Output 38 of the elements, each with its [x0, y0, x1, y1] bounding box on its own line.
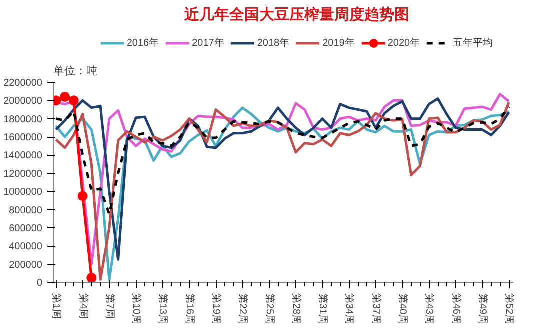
y-tick-label: 1200000 [4, 168, 43, 180]
y-tick-label: 1000000 [4, 187, 43, 198]
legend-label: 2016年 [126, 37, 160, 50]
x-tick-label: 第22周 [237, 294, 250, 325]
y-tick-label: 200000 [9, 260, 43, 271]
x-tick-label: 第10周 [130, 294, 143, 325]
legend-label: 五年平均 [453, 37, 494, 50]
legend-label: 2017年 [192, 37, 224, 50]
x-tick-label: 第49周 [476, 294, 489, 325]
x-tick-label: 第28周 [290, 294, 302, 325]
y-tick-label: 600000 [9, 223, 43, 234]
x-tick-label: 第34周 [344, 294, 356, 325]
x-tick-label: 第31周 [317, 294, 330, 325]
y-tick-label: 2000000 [4, 96, 43, 108]
legend-label: 2018年 [257, 37, 290, 50]
y-tick-label: 400000 [9, 242, 43, 253]
y-tick-label: 1600000 [4, 132, 43, 144]
y-axis-title: 单位：吨 [54, 64, 98, 78]
x-tick-label: 第46周 [450, 294, 462, 325]
x-tick-label: 第7周 [104, 294, 116, 320]
x-tick-label: 第37周 [370, 294, 382, 325]
y-tick-label: 1400000 [4, 150, 43, 162]
y-tick-label: 1800000 [4, 114, 43, 126]
x-tick-label: 第40周 [396, 294, 409, 325]
y-tick-label: 2200000 [4, 78, 43, 89]
legend-label: 2020年 [388, 37, 420, 50]
x-tick-label: 第25周 [264, 294, 276, 325]
legend-label: 2019年 [322, 37, 355, 50]
chart-title: 近几年全国大豆压榨量周度趋势图 [184, 6, 410, 24]
x-tick-label: 第19周 [210, 294, 223, 325]
x-tick-label: 第52周 [504, 294, 516, 325]
x-tick-label: 第1周 [50, 294, 63, 320]
x-tick-label: 第13周 [157, 294, 170, 325]
x-tick-label: 第16周 [184, 294, 196, 325]
x-tick-label: 第4周 [77, 294, 90, 320]
y-tick-label: 800000 [9, 205, 43, 216]
x-tick-label: 第43周 [424, 294, 436, 325]
y-tick-label: 0 [36, 278, 43, 289]
